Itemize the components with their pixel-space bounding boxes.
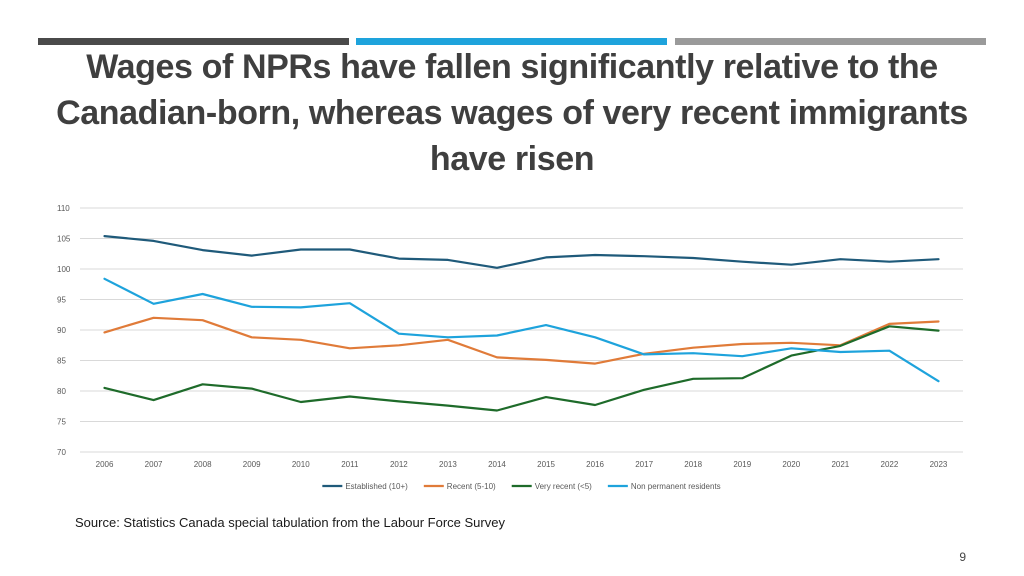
x-tick-label: 2007 <box>145 460 163 469</box>
y-tick-label: 70 <box>57 448 66 457</box>
x-tick-label: 2013 <box>439 460 457 469</box>
x-tick-label: 2010 <box>292 460 310 469</box>
source-note: Source: Statistics Canada special tabula… <box>75 515 505 530</box>
accent-bar-dark <box>38 38 349 45</box>
x-tick-label: 2019 <box>733 460 751 469</box>
series-line <box>103 277 940 383</box>
series-line <box>103 325 940 412</box>
accent-bar-gray <box>675 38 986 45</box>
x-tick-label: 2017 <box>635 460 653 469</box>
y-tick-label: 95 <box>57 296 66 305</box>
x-tick-label: 2021 <box>831 460 849 469</box>
y-tick-label: 90 <box>57 326 66 335</box>
legend-label: Recent (5-10) <box>447 482 496 491</box>
legend-label: Established (10+) <box>345 482 408 491</box>
y-tick-label: 80 <box>57 387 66 396</box>
x-tick-label: 2016 <box>586 460 604 469</box>
x-tick-label: 2020 <box>782 460 800 469</box>
x-tick-label: 2018 <box>684 460 702 469</box>
slide-title: Wages of NPRs have fallen significantly … <box>56 48 968 178</box>
page-number: 9 <box>959 550 966 564</box>
x-tick-label: 2015 <box>537 460 555 469</box>
x-tick-label: 2006 <box>96 460 114 469</box>
y-tick-label: 75 <box>57 418 66 427</box>
x-tick-label: 2011 <box>341 460 359 469</box>
x-tick-label: 2012 <box>390 460 408 469</box>
y-tick-label: 85 <box>57 357 66 366</box>
legend-label: Very recent (<5) <box>535 482 592 491</box>
x-tick-label: 2009 <box>243 460 261 469</box>
x-tick-label: 2008 <box>194 460 212 469</box>
y-tick-label: 105 <box>57 235 71 244</box>
series-line <box>103 235 940 269</box>
x-tick-label: 2022 <box>881 460 899 469</box>
y-tick-label: 100 <box>57 265 71 274</box>
legend-label: Non permanent residents <box>631 482 721 491</box>
series-line <box>103 316 940 365</box>
x-tick-label: 2023 <box>930 460 948 469</box>
x-tick-label: 2014 <box>488 460 506 469</box>
y-tick-label: 110 <box>57 204 70 213</box>
accent-bar-blue <box>356 38 667 45</box>
